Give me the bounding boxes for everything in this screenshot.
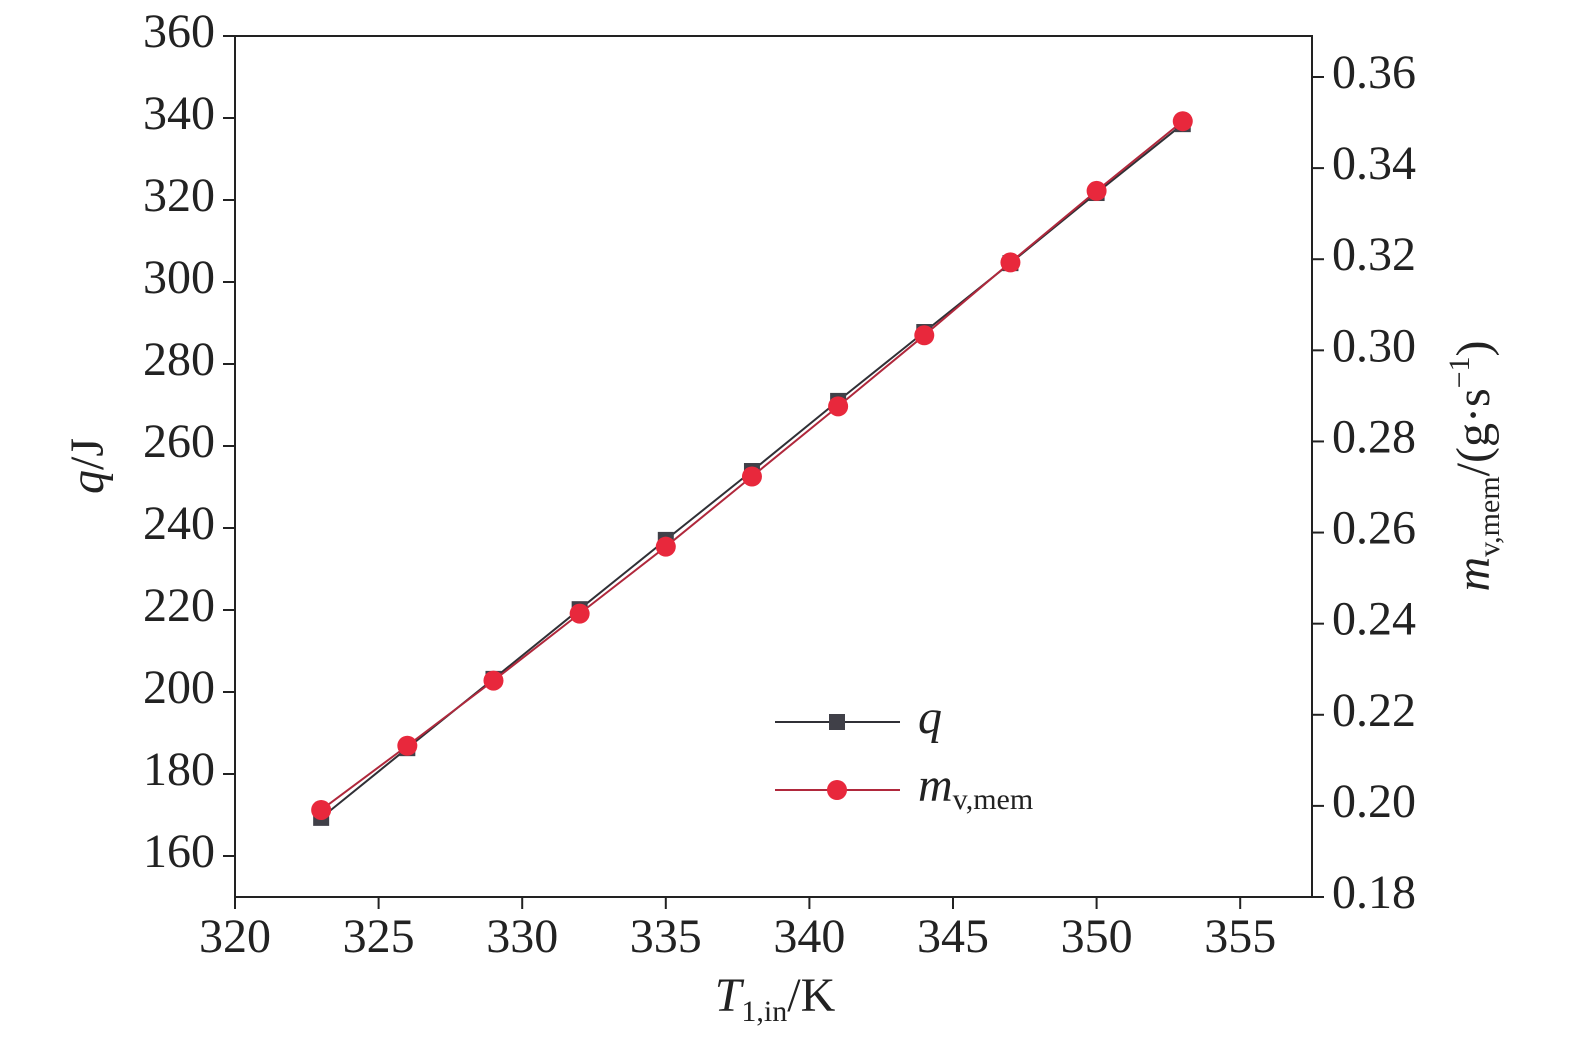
y-tick-label: 340	[143, 87, 215, 140]
y2-tick-label: 0.18	[1332, 866, 1416, 919]
y2-tick-label: 0.28	[1332, 410, 1416, 463]
y2-label-part: −1	[1443, 356, 1476, 388]
x-axis-label: T1,in/K	[715, 969, 836, 1028]
x-tick-label: 355	[1204, 910, 1276, 963]
marker	[914, 325, 935, 346]
y2-label-part: )	[1447, 340, 1500, 356]
y2-axis-label: mv,mem/(g·s−1)	[1443, 340, 1506, 591]
x-tick-label: 345	[917, 910, 989, 963]
y2-tick-label: 0.34	[1332, 137, 1416, 190]
y2-tick-label: 0.32	[1332, 228, 1416, 281]
y-tick-label: 160	[143, 825, 215, 878]
y2-tick-label: 0.22	[1332, 684, 1416, 737]
y-tick-label: 260	[143, 415, 215, 468]
y-tick-label: 180	[143, 743, 215, 796]
legend-subscript: v,mem	[953, 783, 1034, 816]
legend-label: mv,mem	[918, 759, 1033, 816]
x-label-part: /K	[787, 969, 835, 1022]
legend-name: m	[918, 759, 953, 812]
y2-tick-label: 0.36	[1332, 46, 1416, 99]
y2-label-part: /(g·s	[1447, 388, 1500, 476]
y-tick-label: 240	[143, 497, 215, 550]
x-tick-label: 335	[630, 910, 702, 963]
y-tick-label: 220	[143, 579, 215, 632]
legend-marker	[829, 714, 845, 730]
x-tick-label: 325	[343, 910, 415, 963]
x-tick-label: 330	[486, 910, 558, 963]
legend: qmv,mem	[775, 691, 1033, 816]
y2-tick-label: 0.26	[1332, 502, 1416, 555]
y-axis-label: q/J	[61, 438, 114, 494]
marker	[1086, 180, 1107, 201]
y-tick-label: 360	[143, 5, 215, 58]
x-label-part: 1,in	[741, 995, 787, 1028]
y2-label-part: v,mem	[1473, 476, 1506, 557]
y-tick-label: 200	[143, 661, 215, 714]
y-tick-label: 280	[143, 333, 215, 386]
y-tick-label: 300	[143, 251, 215, 304]
marker	[828, 396, 849, 417]
plot-frame	[234, 35, 1313, 898]
marker	[397, 735, 418, 756]
marker	[569, 603, 590, 624]
marker	[1000, 252, 1021, 273]
x-label-part: T	[715, 969, 745, 1022]
legend-name: q	[918, 691, 942, 744]
marker	[311, 799, 332, 820]
marker	[655, 536, 676, 557]
legend-marker	[827, 780, 847, 800]
x-tick-label: 340	[773, 910, 845, 963]
y-label-part: /J	[61, 438, 114, 470]
y2-tick-label: 0.20	[1332, 775, 1416, 828]
y-tick-label: 320	[143, 169, 215, 222]
y2-label-part: m	[1447, 557, 1500, 592]
marker	[741, 466, 762, 487]
legend-label: q	[918, 691, 942, 744]
x-tick-label: 350	[1061, 910, 1133, 963]
y2-tick-label: 0.24	[1332, 593, 1416, 646]
marker	[1172, 111, 1193, 132]
marker	[483, 670, 504, 691]
x-tick-label: 320	[199, 910, 271, 963]
y2-tick-label: 0.30	[1332, 319, 1416, 372]
y-label-part: q	[61, 470, 114, 494]
